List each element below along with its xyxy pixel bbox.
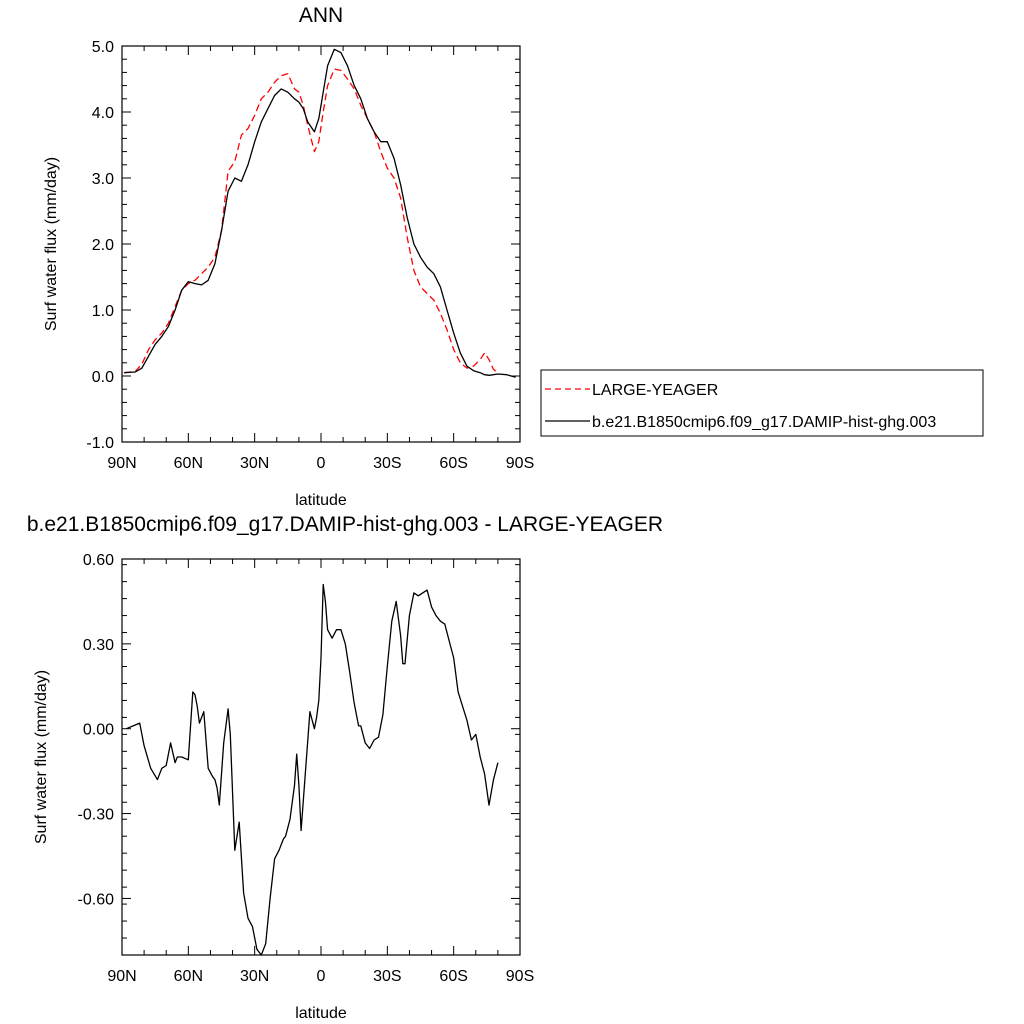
series-line-diff-0 bbox=[126, 583, 499, 956]
y-tick-label: 0.0 bbox=[92, 369, 114, 386]
chart-bottom-panel: b.e21.B1850cmip6.f09_g17.DAMIP-hist-ghg.… bbox=[27, 513, 663, 1022]
axis-ticks: 90N 60N 30N 0 30S 60S 90S 0.60 0.30 0.00 -0.30 -0.6… bbox=[78, 552, 535, 985]
chart-top-panel: ANN 90N 60N 30N 0 30S 60S 90S 5.0 4.0 3.0 2.0 1.0 0.… bbox=[43, 4, 984, 509]
legend-label-large-yeager: LARGE-YEAGER bbox=[592, 382, 718, 399]
x-tick-label: 60N bbox=[174, 455, 203, 472]
legend-label-damip: b.e21.B1850cmip6.f09_g17.DAMIP-hist-ghg.… bbox=[592, 414, 936, 431]
chart-title: b.e21.B1850cmip6.f09_g17.DAMIP-hist-ghg.… bbox=[27, 513, 663, 536]
y-tick-label: 1.0 bbox=[92, 303, 114, 320]
y-tick-label: -1.0 bbox=[86, 435, 114, 452]
x-axis-label: latitude bbox=[295, 492, 347, 509]
series-line-large-yeager bbox=[124, 68, 499, 374]
x-tick-label: 0 bbox=[317, 455, 326, 472]
y-tick-label: -0.60 bbox=[78, 891, 115, 908]
x-axis-label: latitude bbox=[295, 1005, 347, 1022]
chart-plot-area bbox=[124, 48, 516, 378]
y-tick-label: 0.30 bbox=[83, 637, 114, 654]
y-tick-label: 2.0 bbox=[92, 237, 114, 254]
x-tick-label: 0 bbox=[317, 968, 326, 985]
series-line-b-e21-b1850cmip6-f09-g17-damip-hist-ghg-003 bbox=[124, 48, 516, 378]
legend: LARGE-YEAGER b.e21.B1850cmip6.f09_g17.DA… bbox=[540, 369, 984, 437]
legend-box bbox=[540, 369, 984, 437]
x-tick-label: 90S bbox=[506, 455, 534, 472]
y-tick-label: 0.00 bbox=[83, 722, 114, 739]
y-tick-label: 3.0 bbox=[92, 171, 114, 188]
y-axis-label: Surf water flux (mm/day) bbox=[33, 670, 50, 844]
x-tick-label: 90N bbox=[107, 455, 136, 472]
x-tick-label: 30S bbox=[373, 455, 401, 472]
y-axis-label: Surf water flux (mm/day) bbox=[43, 157, 60, 331]
y-tick-label: 5.0 bbox=[92, 39, 114, 56]
chart-title: ANN bbox=[299, 4, 343, 27]
y-tick-label: 4.0 bbox=[92, 105, 114, 122]
chart-plot-area bbox=[126, 583, 499, 956]
x-tick-label: 60N bbox=[174, 968, 203, 985]
x-tick-label: 60S bbox=[439, 968, 467, 985]
x-tick-label: 90N bbox=[107, 968, 136, 985]
x-tick-label: 30S bbox=[373, 968, 401, 985]
axis-ticks: 90N 60N 30N 0 30S 60S 90S 5.0 4.0 3.0 2.0 1.0 0.0 -1.… bbox=[86, 39, 534, 472]
x-tick-label: 60S bbox=[439, 455, 467, 472]
x-tick-label: 30N bbox=[240, 968, 269, 985]
x-tick-label: 90S bbox=[506, 968, 534, 985]
y-tick-label: -0.30 bbox=[78, 807, 115, 824]
x-tick-label: 30N bbox=[240, 455, 269, 472]
y-tick-label: 0.60 bbox=[83, 552, 114, 569]
